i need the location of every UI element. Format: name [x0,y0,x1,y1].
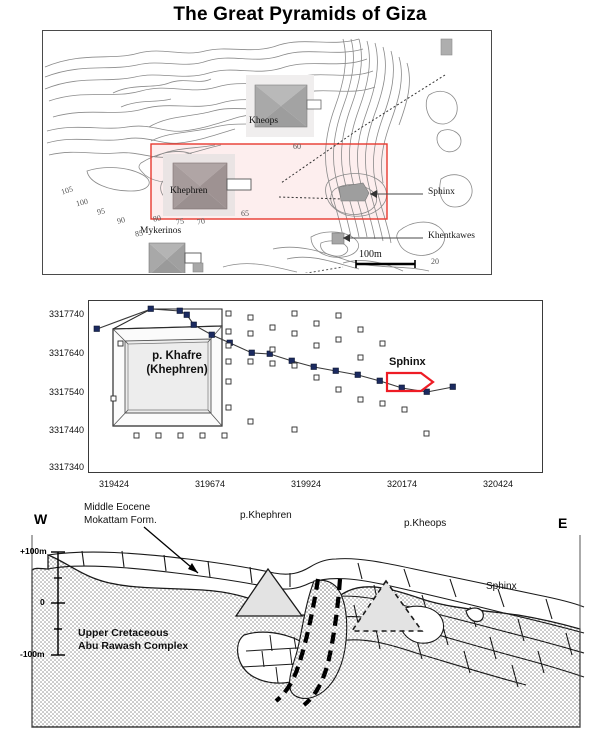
khephren-pyramid-symbol [163,154,235,216]
x-tick-4: 320424 [482,479,514,489]
direction-east-label: E [558,515,568,531]
contour-label-65: 65 [241,209,249,218]
y-tick-1: 3317640 [48,348,84,358]
plan-profile-graphic [93,305,456,439]
abu-rawash-complex-label: Upper Cretaceous Abu Rawash Complex [78,627,188,653]
sphinx-section-symbol [465,607,484,623]
y-tick-0: 3317740 [48,309,84,319]
abu-rawash-line2: Abu Rawash Complex [78,640,189,653]
elevation-label-plus100: +100m [20,546,47,556]
mokattam-line1: Middle Eocene [84,502,151,513]
scatter-points [110,310,430,439]
scale-bar-label: 100m [359,249,382,260]
plan-profile-panel: p. Khafre (Khephren) Sphinx [88,300,543,473]
kheops-pyramid-symbol [246,75,314,137]
x-tick-1: 319674 [194,479,226,489]
khephren-section-symbol [234,567,304,617]
kheops-section-symbol [350,579,424,632]
khafre-label-line1: p. Khafre [152,350,202,362]
northeast-marker-symbol [440,38,453,56]
khafre-plan-symbol [112,308,223,427]
map-label-kheops: Kheops [249,116,279,126]
kheops-section-label: p.Kheops [404,518,447,529]
direction-west-label: W [34,511,48,527]
sphinx-highlight-marker [385,371,435,393]
x-tick-3: 320174 [386,479,418,489]
contour-label-95: 95 [96,206,106,217]
map-scale-bar [355,260,416,268]
x-tick-2: 319924 [290,479,322,489]
mokattam-formation-label: Middle Eocene Mokattam Form. [84,501,157,527]
contour-label-70: 70 [196,216,206,227]
contour-label-80: 80 [152,213,162,224]
sphinx-section-label: Sphinx [486,581,517,592]
contour-map-graphic [44,38,473,273]
y-tick-4: 3317340 [48,462,84,472]
cross-section-panel: W E Middle Eocene Mokattam Form. Upper C… [18,495,588,745]
page-title: The Great Pyramids of Giza [173,4,427,25]
mokattam-line2: Mokattam Form. [84,515,157,526]
contour-label-85: 85 [134,228,144,239]
sphinx-symbol [338,182,370,202]
elevation-label-minus100: -100m [20,649,45,659]
y-tick-2: 3317540 [48,387,84,397]
contour-label-20: 20 [431,257,439,266]
sphinx-plan-label: Sphinx [389,356,426,368]
khephren-section-label: p.Khephren [240,510,292,521]
cross-section-graphic [31,526,585,728]
map-label-khephren: Khephren [170,186,208,196]
y-tick-3: 3317440 [48,425,84,435]
abu-rawash-line1: Upper Cretaceous [78,627,169,639]
mykerinos-pyramid-symbol [148,242,186,273]
elevation-label-zero: 0 [40,597,45,607]
x-tick-0: 319424 [98,479,130,489]
contour-label-60: 60 [293,142,301,151]
map-label-sphinx: Sphinx [428,187,455,197]
khafre-label-line2: (Khephren) [146,364,208,377]
contour-map-panel: Kheops Khephren Mykerinos Sphinx Khentka… [42,30,492,275]
map-label-mykerinos: Mykerinos [140,226,182,236]
khafre-plan-label: p. Khafre (Khephren) [125,349,229,378]
map-label-khentkawes: Khentkawes [428,231,475,241]
contour-label-75: 75 [175,216,185,227]
khentkawes-symbol [331,232,345,245]
